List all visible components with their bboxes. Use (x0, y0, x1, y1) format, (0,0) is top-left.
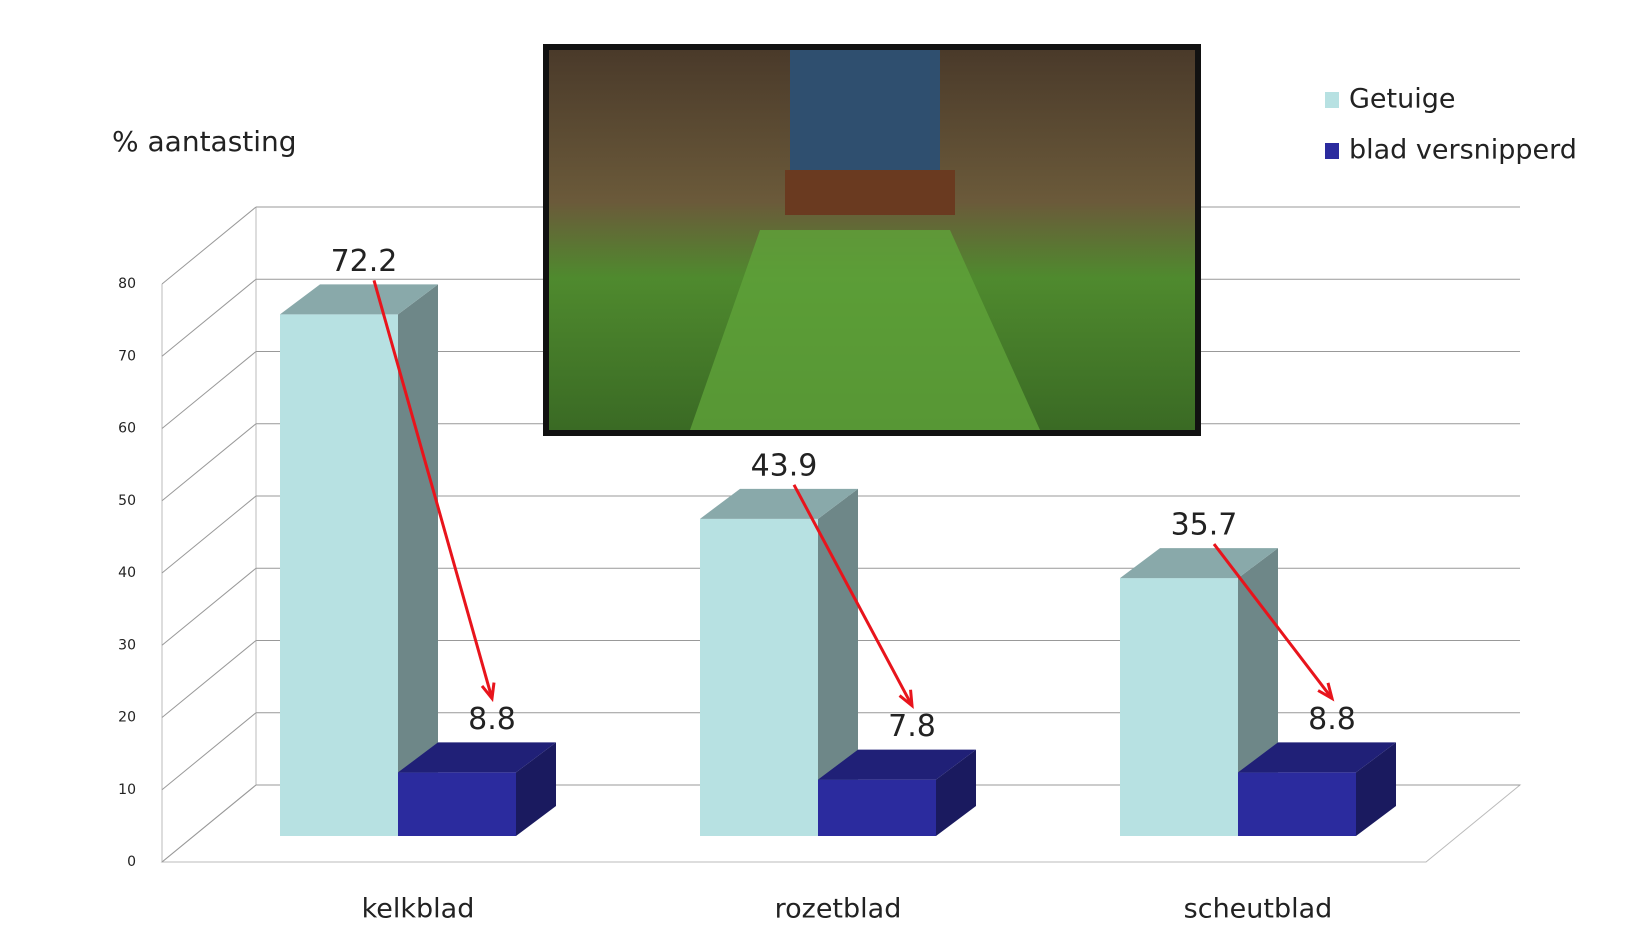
legend: Getuige blad versnipperd (1325, 84, 1577, 166)
data-label: 72.2 (331, 244, 398, 279)
data-label: 35.7 (1171, 508, 1238, 543)
photo (543, 44, 1201, 436)
grid-line (161, 423, 257, 502)
x-tick-label: kelkblad (362, 894, 475, 925)
grid-line (161, 495, 257, 574)
data-label: 43.9 (751, 448, 818, 483)
bar (818, 749, 976, 836)
y-axis-title: % aantasting (112, 125, 297, 158)
grid-line (161, 206, 257, 285)
bar-side (936, 749, 976, 836)
bar-front (1238, 772, 1356, 836)
bar-side (818, 488, 858, 836)
legend-label: Getuige (1349, 84, 1455, 115)
data-label: 7.8 (888, 709, 936, 744)
y-tick-label: 20 (118, 710, 136, 726)
bar-top (280, 284, 438, 315)
grid-line (161, 640, 257, 718)
y-tick-label: 30 (118, 637, 136, 653)
plot-marks: kelkblad 72.2 8.8 rozetblad 43.9 7.8 scheutbla… (280, 244, 1396, 925)
y-tick-label: 80 (118, 276, 136, 292)
bar-top (700, 488, 858, 519)
bar-top (818, 749, 976, 780)
legend-swatch (1325, 143, 1339, 159)
arrow-head (1317, 682, 1335, 702)
bar (398, 742, 556, 836)
bar-front (700, 518, 818, 836)
grid-line (161, 567, 257, 646)
arrow (1212, 543, 1334, 700)
y-tick-label: 10 (118, 782, 136, 798)
x-tick-label: scheutblad (1184, 894, 1333, 925)
arrow-head (898, 689, 914, 710)
bar (280, 284, 438, 837)
bar-side (398, 284, 438, 837)
arrow (372, 279, 494, 699)
bar-side (1356, 742, 1396, 836)
bar-front (280, 314, 398, 837)
y-tick-label: 70 (118, 348, 136, 364)
photo-path (690, 230, 1040, 430)
photo-tractor (790, 50, 940, 170)
grid-line (161, 712, 257, 791)
photo-mower (785, 170, 955, 215)
legend-label: blad versnipperd (1349, 135, 1577, 166)
bar-front (818, 779, 936, 836)
data-label: 8.8 (468, 702, 516, 737)
y-tick-label: 60 (118, 421, 136, 437)
data-label: 8.8 (1308, 702, 1356, 737)
bar-front (398, 772, 516, 836)
bar-side (516, 742, 556, 836)
bar-front (1120, 578, 1238, 836)
arrow (792, 484, 914, 707)
grid-line (161, 351, 257, 429)
bar-top (1238, 742, 1396, 773)
y-tick-label: 0 (127, 854, 136, 870)
grid-line (161, 784, 257, 863)
bar-top (1120, 548, 1278, 579)
y-tick-label: 40 (118, 565, 136, 581)
bar (700, 488, 858, 836)
legend-swatch (1325, 92, 1339, 108)
y-tick-label: 50 (118, 493, 136, 509)
x-tick-label: rozetblad (775, 894, 902, 925)
bar (1238, 742, 1396, 836)
bar-top (398, 742, 556, 773)
arrow-head (480, 682, 496, 703)
grid-line (161, 278, 257, 357)
